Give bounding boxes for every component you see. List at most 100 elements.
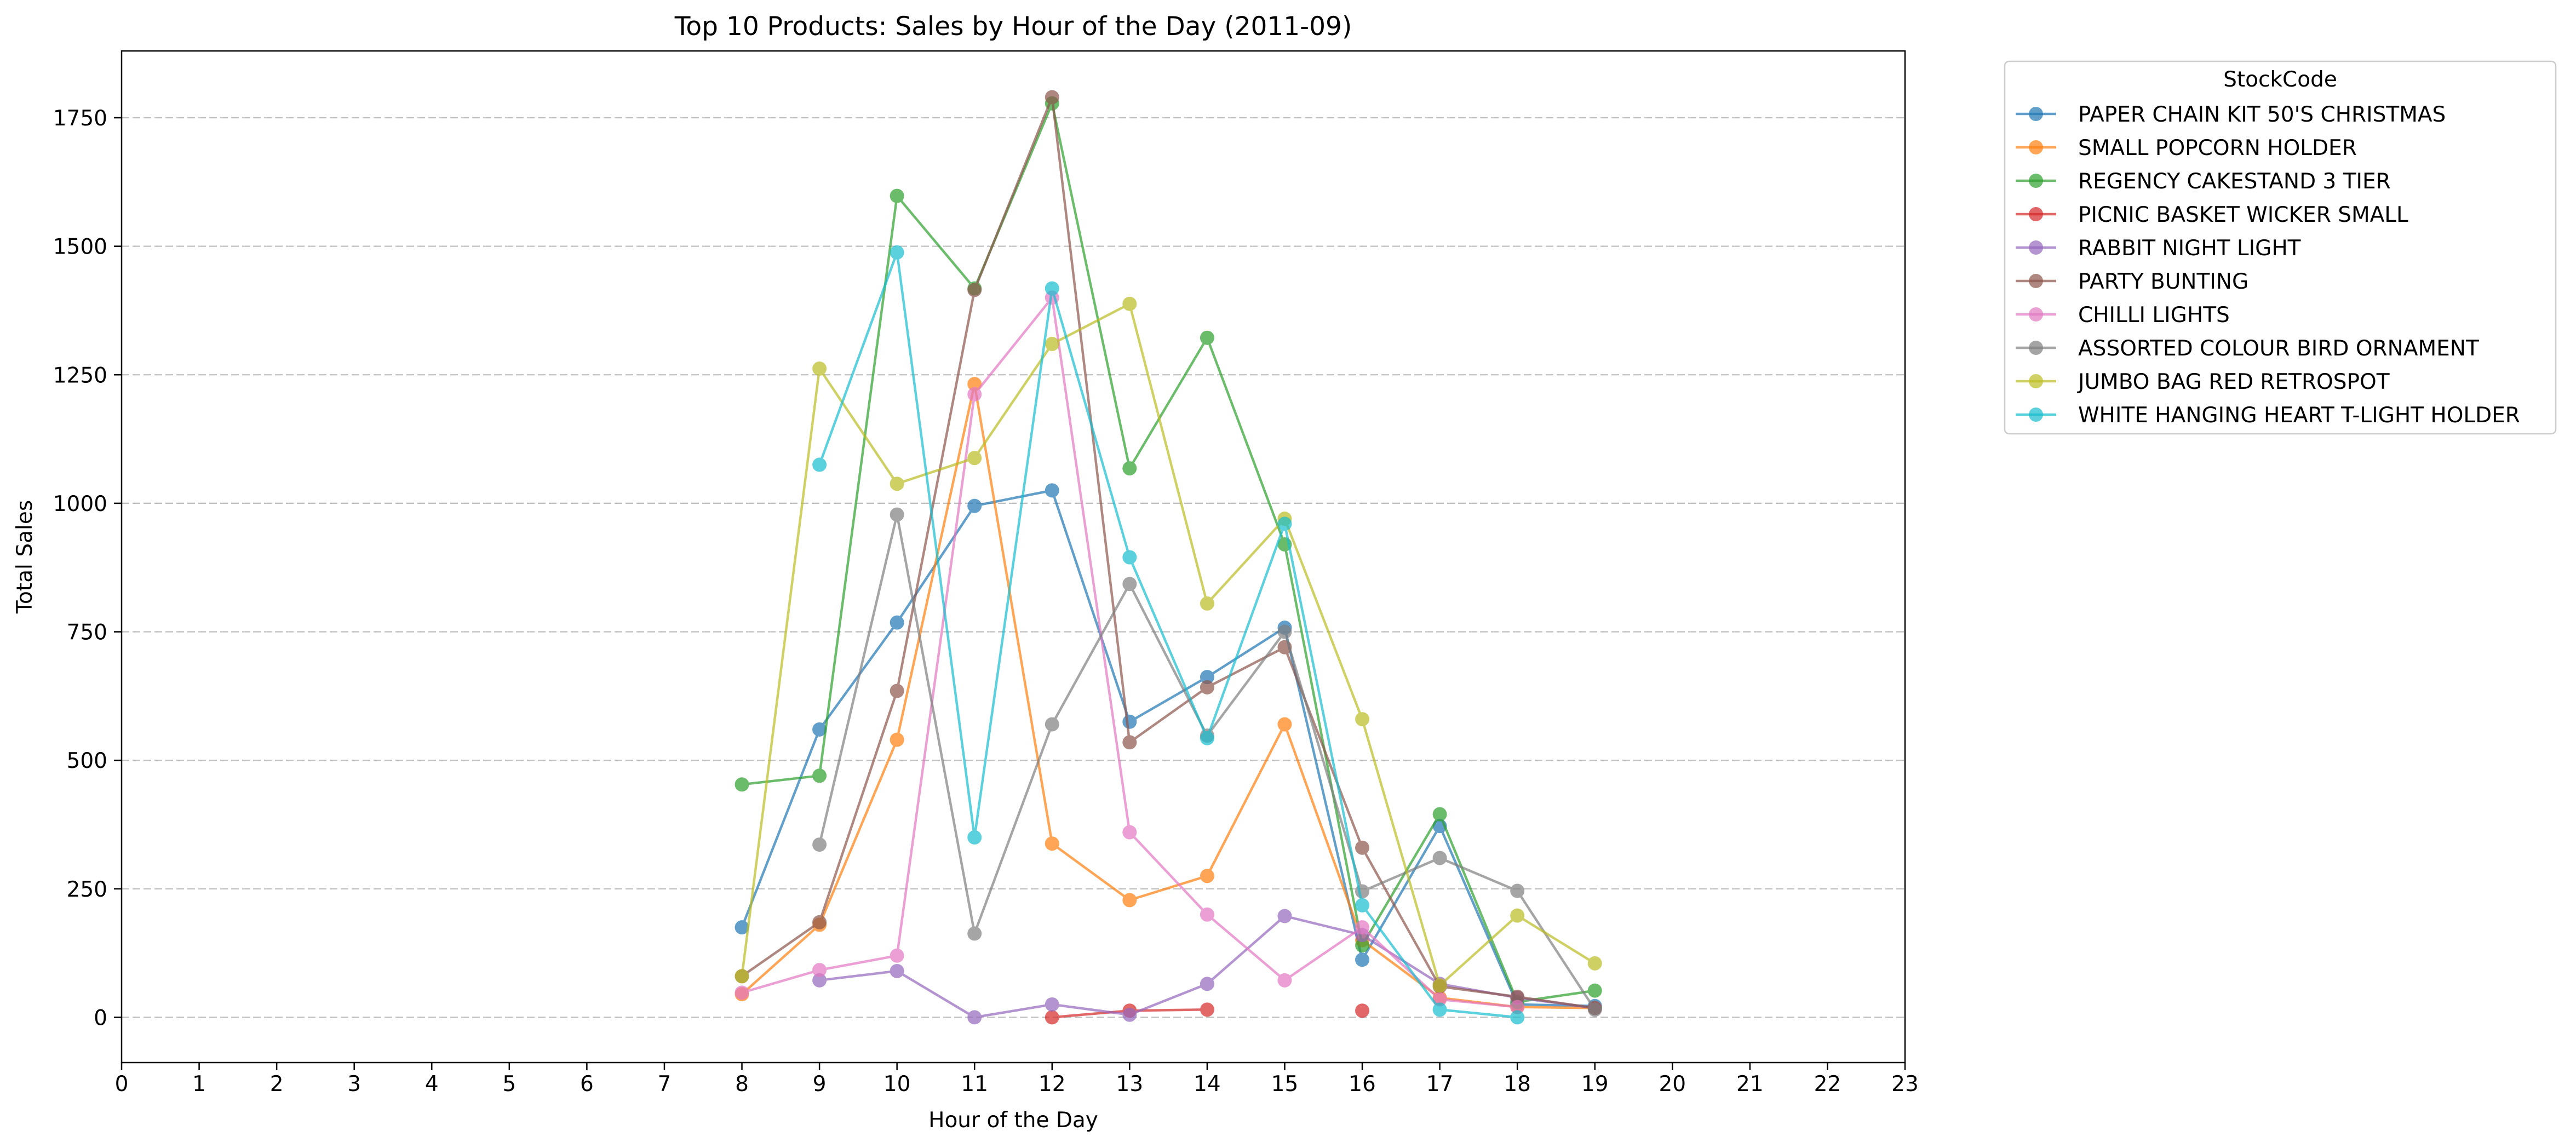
legend-label-picnic-basket-wicker-small: PICNIC BASKET WICKER SMALL (2078, 203, 2408, 227)
legend-item-picnic-basket-wicker-small: PICNIC BASKET WICKER SMALL (2016, 203, 2408, 227)
point-white-hanging-heart-t-light-holder-h9 (812, 457, 827, 472)
point-regency-cakestand-3-tier-h10 (890, 188, 904, 203)
series-line-paper-chain-kit-50-s-christmas (741, 489, 1595, 1008)
x-tick-label-3: 3 (347, 1072, 361, 1097)
point-jumbo-bag-red-retrospot-h9 (812, 361, 827, 376)
point-small-popcorn-holder-h15 (1277, 717, 1292, 732)
point-jumbo-bag-red-retrospot-h13 (1122, 296, 1137, 311)
series-paper-chain-kit-50-s-christmas (735, 483, 1602, 1013)
point-jumbo-bag-red-retrospot-h12 (1045, 336, 1059, 351)
legend-title: StockCode (2223, 67, 2337, 92)
point-white-hanging-heart-t-light-holder-h18 (1510, 1010, 1525, 1025)
legend-items: PAPER CHAIN KIT 50'S CHRISTMAS SMALL POPC… (2016, 102, 2520, 428)
point-chilli-lights-h16 (1355, 920, 1370, 935)
point-paper-chain-kit-50-s-christmas-h16 (1355, 952, 1370, 967)
point-party-bunting-h18 (1510, 989, 1525, 1004)
point-white-hanging-heart-t-light-holder-h16 (1355, 898, 1370, 912)
legend-swatch-marker-picnic-basket-wicker-small (2029, 207, 2043, 221)
point-small-popcorn-holder-h14 (1200, 869, 1214, 883)
point-chilli-lights-h18 (1510, 1000, 1525, 1014)
point-regency-cakestand-3-tier-h16 (1355, 938, 1370, 953)
x-tick-label-5: 5 (502, 1072, 516, 1097)
x-tick-label-15: 15 (1271, 1072, 1299, 1097)
point-small-popcorn-holder-h10 (890, 732, 904, 747)
point-assorted-colour-bird-ornament-h12 (1045, 717, 1059, 732)
legend-item-regency-cakestand-3-tier: REGENCY CAKESTAND 3 TIER (2016, 169, 2391, 194)
point-white-hanging-heart-t-light-holder-h13 (1122, 550, 1137, 565)
legend-label-party-bunting: PARTY BUNTING (2078, 269, 2248, 294)
x-tick-label-1: 1 (192, 1072, 206, 1097)
point-regency-cakestand-3-tier-h17 (1432, 807, 1447, 822)
point-small-popcorn-holder-h12 (1045, 836, 1059, 851)
point-assorted-colour-bird-ornament-h18 (1510, 883, 1525, 898)
y-tick-label-0: 0 (94, 1006, 107, 1030)
point-white-hanging-heart-t-light-holder-h11 (967, 830, 982, 845)
point-picnic-basket-wicker-small-h16 (1355, 1003, 1370, 1018)
x-tick-label-18: 18 (1504, 1072, 1531, 1097)
legend-label-jumbo-bag-red-retrospot: JUMBO BAG RED RETROSPOT (2076, 370, 2390, 394)
point-rabbit-night-light-h9 (812, 973, 827, 988)
legend-swatch-marker-party-bunting (2029, 274, 2043, 288)
point-paper-chain-kit-50-s-christmas-h11 (967, 498, 982, 513)
legend-label-rabbit-night-light: RABBIT NIGHT LIGHT (2078, 236, 2301, 261)
point-rabbit-night-light-h12 (1045, 997, 1059, 1012)
y-tick-label-750: 750 (67, 621, 107, 645)
legend-label-paper-chain-kit-50-s-christmas: PAPER CHAIN KIT 50'S CHRISTMAS (2078, 102, 2446, 127)
x-tick-label-20: 20 (1659, 1072, 1686, 1097)
point-rabbit-night-light-h15 (1277, 909, 1292, 923)
x-tick-label-2: 2 (270, 1072, 284, 1097)
legend-label-white-hanging-heart-t-light-holder: WHITE HANGING HEART T-LIGHT HOLDER (2078, 403, 2520, 428)
point-regency-cakestand-3-tier-h14 (1200, 330, 1214, 345)
legend-label-chilli-lights: CHILLI LIGHTS (2078, 303, 2230, 328)
point-party-bunting-h14 (1200, 680, 1214, 694)
point-paper-chain-kit-50-s-christmas-h13 (1122, 714, 1137, 729)
series-jumbo-bag-red-retrospot (735, 296, 1602, 993)
x-tick-label-6: 6 (580, 1072, 594, 1097)
x-tick-label-7: 7 (658, 1072, 672, 1097)
point-white-hanging-heart-t-light-holder-h17 (1432, 1002, 1447, 1017)
point-chilli-lights-h14 (1200, 907, 1214, 922)
y-tick-label-1000: 1000 (53, 492, 107, 516)
x-tick-label-17: 17 (1426, 1072, 1454, 1097)
point-chilli-lights-h8 (735, 985, 749, 1000)
point-white-hanging-heart-t-light-holder-h12 (1045, 281, 1059, 296)
point-paper-chain-kit-50-s-christmas-h9 (812, 722, 827, 737)
point-chilli-lights-h15 (1277, 973, 1292, 988)
y-tick-label-1250: 1250 (53, 363, 107, 388)
point-party-bunting-h16 (1355, 840, 1370, 855)
point-white-hanging-heart-t-light-holder-h15 (1277, 516, 1292, 531)
point-chilli-lights-h11 (967, 387, 982, 401)
x-tick-label-10: 10 (883, 1072, 911, 1097)
legend-box (2004, 60, 2557, 435)
legend-swatch-marker-jumbo-bag-red-retrospot (2029, 374, 2043, 388)
point-assorted-colour-bird-ornament-h15 (1277, 624, 1292, 639)
y-tick-label-250: 250 (67, 877, 107, 902)
legend-item-white-hanging-heart-t-light-holder: WHITE HANGING HEART T-LIGHT HOLDER (2016, 403, 2520, 428)
point-party-bunting-h13 (1122, 735, 1137, 750)
series-chilli-lights (735, 290, 1525, 1014)
series-white-hanging-heart-t-light-holder (812, 245, 1525, 1025)
point-jumbo-bag-red-retrospot-h17 (1432, 978, 1447, 993)
x-tick-label-9: 9 (813, 1072, 827, 1097)
point-rabbit-night-light-h14 (1200, 977, 1214, 991)
plot-frame (121, 50, 1906, 1064)
point-regency-cakestand-3-tier-h8 (735, 777, 749, 792)
x-tick-label-19: 19 (1581, 1072, 1609, 1097)
legend-label-small-popcorn-holder: SMALL POPCORN HOLDER (2078, 136, 2357, 160)
point-assorted-colour-bird-ornament-h11 (967, 926, 982, 941)
point-regency-cakestand-3-tier-h19 (1587, 983, 1602, 998)
series-line-party-bunting (741, 96, 1596, 1009)
y-tick-label-1750: 1750 (53, 106, 107, 131)
series-line-small-popcorn-holder (741, 382, 1595, 1009)
y-tick-label-500: 500 (67, 749, 107, 773)
point-rabbit-night-light-h10 (890, 963, 904, 978)
legend-swatch-marker-regency-cakestand-3-tier (2029, 174, 2043, 188)
legend-item-small-popcorn-holder: SMALL POPCORN HOLDER (2016, 136, 2357, 160)
point-jumbo-bag-red-retrospot-h16 (1355, 712, 1370, 727)
point-chilli-lights-h10 (890, 948, 904, 963)
x-tick-label-8: 8 (735, 1072, 749, 1097)
series-line-white-hanging-heart-t-light-holder (818, 251, 1518, 1019)
point-party-bunting-h12 (1045, 90, 1059, 105)
point-picnic-basket-wicker-small-h14 (1200, 1002, 1214, 1017)
